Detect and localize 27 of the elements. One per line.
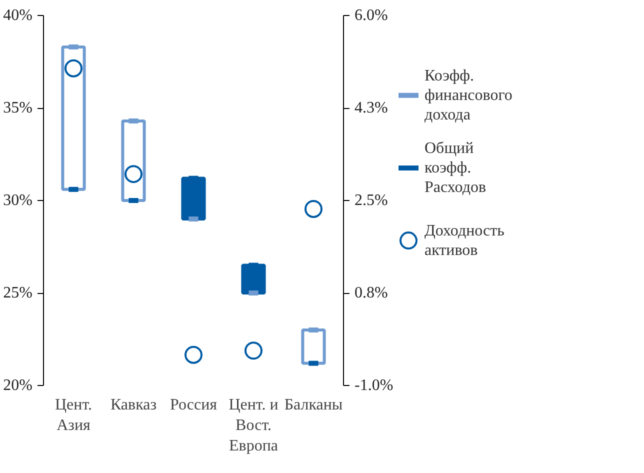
y2-tick-label: 6.0%	[354, 7, 388, 24]
point	[184, 346, 202, 364]
point	[244, 342, 262, 360]
bar	[181, 176, 206, 220]
legend-label: Доходность активов	[424, 222, 504, 259]
bar	[301, 328, 326, 365]
y-tick-label: 25%	[3, 284, 32, 302]
y2-tick-label: 4.3%	[354, 100, 388, 116]
bar	[241, 264, 266, 294]
point	[124, 165, 142, 184]
y-tick-label: 35%	[3, 100, 32, 116]
y2-tick-label: 0.8%	[354, 284, 388, 302]
y2-tick-label: -1.0%	[354, 377, 394, 394]
x-tick-label: Балканы	[284, 396, 343, 414]
x-tick-label: Кавказ	[110, 396, 157, 414]
legend-label: Общий коэфф. Расходов	[424, 140, 486, 196]
x-tick-label: Цент. Азия	[54, 396, 92, 434]
y2-tick-label: 2.5%	[354, 192, 388, 209]
y-tick-label: 40%	[3, 7, 32, 24]
legend-label: Коэфф. финансового дохода	[424, 67, 512, 124]
point	[304, 200, 322, 218]
x-tick-label: Россия	[170, 396, 218, 414]
y-tick-label: 20%	[3, 377, 32, 394]
y-tick-label: 30%	[3, 192, 32, 209]
point	[64, 59, 82, 78]
x-tick-label: Цент. и Вост. Европа	[228, 396, 279, 454]
bar	[61, 45, 86, 191]
